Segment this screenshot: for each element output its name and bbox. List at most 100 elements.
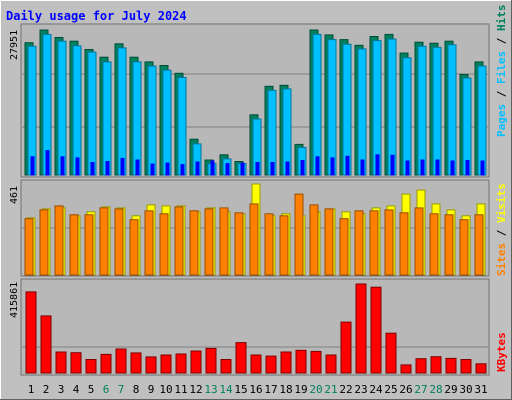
sites-bar	[339, 218, 349, 276]
files-bar	[432, 46, 442, 176]
kbytes-bar	[385, 332, 397, 374]
files-bar	[57, 40, 67, 176]
sites-bar	[129, 219, 139, 276]
hits-y-max-label: 27951	[9, 30, 20, 60]
pages-bar	[45, 150, 50, 176]
files-bar	[402, 57, 412, 176]
kbytes-bar	[160, 354, 172, 374]
pages-bar	[30, 156, 35, 176]
day-label: 15	[234, 383, 247, 396]
pages-bar	[225, 163, 230, 176]
pages-bar	[240, 162, 245, 176]
kbytes-bar	[265, 355, 277, 374]
day-label: 9	[148, 383, 155, 396]
kbytes-bar	[280, 351, 292, 374]
hits-legend: Pages / Files / Hits	[495, 5, 508, 138]
files-bar	[117, 47, 127, 176]
legend-separator: /	[495, 31, 508, 51]
files-bar	[72, 45, 82, 176]
sites-bar	[384, 209, 394, 276]
sites-bar	[39, 209, 49, 276]
x-axis-labels: 1 2 3 4 5 6 7 8 9 10 11 12 13 14 15 16 17 18 19 20 21 22 23 24 2…	[28, 383, 488, 396]
day-label: 13	[204, 383, 217, 396]
legend-hits: Hits	[495, 5, 508, 32]
pages-bar	[195, 161, 200, 176]
legend-kbytes: KBytes	[495, 332, 508, 372]
day-label: 17	[264, 383, 277, 396]
pages-bar	[165, 162, 170, 176]
day-label: 21	[324, 383, 337, 396]
kbytes-bar	[220, 359, 232, 374]
kbytes-bar	[70, 352, 82, 374]
day-label: 10	[159, 383, 172, 396]
sites-bar	[414, 207, 424, 276]
files-bar	[132, 61, 142, 176]
pages-bar	[375, 154, 380, 176]
files-bar	[27, 45, 37, 176]
legend-visits: Visits	[495, 183, 508, 223]
day-label: 23	[354, 383, 367, 396]
files-bar	[417, 45, 427, 176]
sites-bar	[99, 207, 109, 276]
pages-bar	[345, 155, 350, 176]
pages-bar	[450, 160, 455, 176]
pages-bar	[420, 159, 425, 176]
day-label: 1	[28, 383, 35, 396]
day-label: 12	[189, 383, 202, 396]
pages-bar	[135, 159, 140, 176]
kbytes-bar	[355, 283, 367, 374]
sites-bar	[474, 214, 484, 276]
pages-bar	[360, 159, 365, 176]
files-bar	[147, 65, 157, 176]
files-bar	[477, 65, 487, 176]
day-label: 24	[369, 383, 383, 396]
sites-bar	[69, 214, 79, 276]
pages-bar	[180, 164, 185, 176]
kbytes-bar	[310, 350, 322, 374]
sites-bar	[324, 208, 334, 276]
sites-bar	[369, 210, 379, 276]
kbytes-bar	[445, 357, 457, 374]
pages-bar	[60, 156, 65, 176]
day-label: 5	[88, 383, 95, 396]
kbytes-bar	[85, 359, 97, 374]
kbytes-bar	[250, 354, 262, 374]
day-label: 29	[444, 383, 457, 396]
kbytes-bar	[100, 353, 112, 374]
sites-bar	[219, 207, 229, 276]
kbytes-bar	[370, 286, 382, 374]
kbytes-bar	[430, 356, 442, 374]
kbytes-bar	[460, 359, 472, 374]
visits-legend: Sites / Visits	[495, 183, 508, 276]
files-bar	[327, 39, 337, 176]
kbytes-bar	[400, 364, 412, 374]
files-bar	[342, 43, 352, 176]
kbytes-bar	[115, 348, 127, 374]
sites-bar	[279, 215, 289, 276]
kbytes-bar	[40, 315, 52, 374]
sites-bar	[354, 210, 364, 276]
kbytes-y-max-label: 415861	[9, 282, 20, 318]
kbytes-bar	[190, 350, 202, 374]
day-label: 19	[294, 383, 307, 396]
files-bar	[357, 48, 367, 176]
sites-bar	[114, 208, 124, 276]
sites-bar	[234, 212, 244, 276]
pages-bar	[405, 160, 410, 176]
kbytes-bar	[205, 347, 217, 374]
sites-bar	[204, 208, 214, 276]
sites-bar	[189, 210, 199, 276]
day-label: 18	[279, 383, 292, 396]
kbytes-bar	[415, 358, 427, 374]
chart-title: Daily usage for July 2024	[6, 9, 187, 23]
files-bar	[102, 61, 112, 176]
pages-bar	[120, 157, 125, 176]
day-label: 16	[249, 383, 262, 396]
kbytes-bar	[145, 356, 157, 374]
day-label: 31	[474, 383, 487, 396]
day-label: 3	[58, 383, 65, 396]
sites-bar	[249, 203, 259, 276]
files-bar	[177, 77, 187, 176]
kbytes-bar	[175, 353, 187, 374]
